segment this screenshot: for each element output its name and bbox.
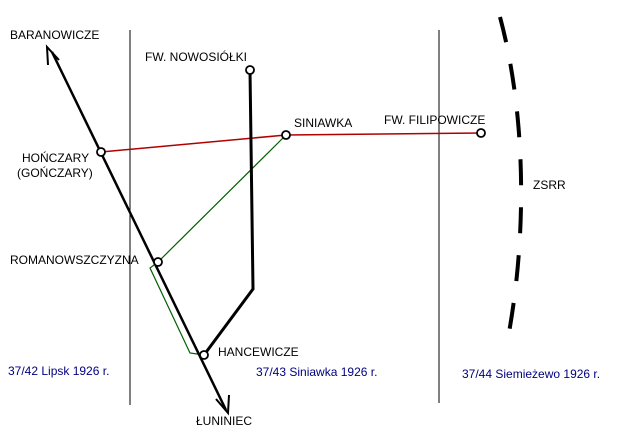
station-nowosiolki	[245, 65, 255, 75]
sheet-label-middle: 37/43 Siniawka 1926 r.	[256, 365, 377, 379]
label-honczary: HOŃCZARY	[22, 150, 89, 165]
state-frontier	[498, 16, 524, 339]
station-romanowszczyzna	[153, 257, 163, 267]
label-filipowicze: FW. FILIPOWICZE	[384, 113, 485, 127]
green-line	[149, 134, 287, 356]
label-nowosiolki: FW. NOWOSIÓŁKI	[145, 49, 247, 64]
red-line	[100, 132, 482, 153]
arrow-north-icon	[45, 44, 60, 66]
station-honczary	[96, 147, 106, 157]
label-baranowicze: BARANOWICZE	[10, 28, 99, 42]
station-filipowicze	[476, 128, 486, 138]
label-hancewicze: HANCEWICZE	[218, 345, 299, 359]
label-country: ZSRR	[533, 178, 566, 192]
label-luniniec: ŁUNINIEC	[196, 414, 252, 428]
label-romanowszczyzna: ROMANOWSZCZYZNA	[10, 253, 139, 267]
station-siniawka	[281, 130, 291, 140]
label-honczary-alt: (GOŃCZARY)	[17, 165, 93, 180]
nowosiolki-siding	[202, 69, 255, 356]
label-siniawka: SINIAWKA	[294, 116, 352, 130]
main-line	[50, 51, 228, 411]
station-hancewicze	[199, 350, 209, 360]
arrow-south-icon	[215, 394, 230, 416]
sheet-label-left: 37/42 Lipsk 1926 r.	[8, 364, 109, 378]
sheet-label-right: 37/44 Siemieżewo 1926 r.	[462, 367, 600, 381]
